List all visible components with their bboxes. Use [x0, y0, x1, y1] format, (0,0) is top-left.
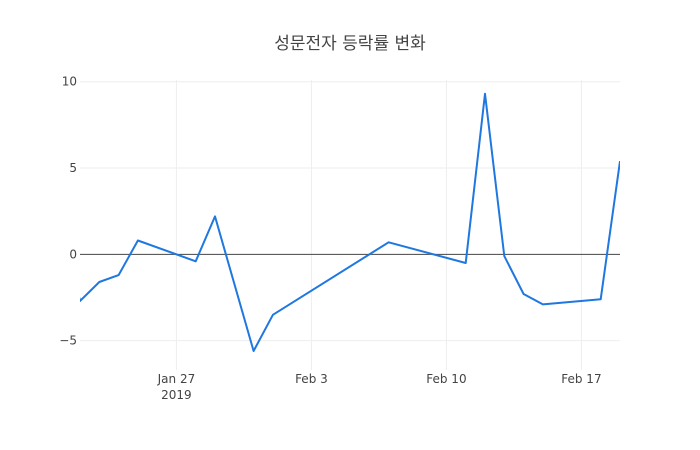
y-tick-label: 5	[69, 161, 77, 175]
y-tick-label: −5	[59, 334, 77, 348]
y-tick-label: 10	[62, 75, 77, 89]
series-line	[80, 92, 620, 352]
y-tick-label: 0	[69, 247, 77, 261]
series-layer	[80, 92, 620, 352]
chart-title: 성문전자 등락률 변화	[274, 34, 426, 54]
x-axis: Jan 27 2019 Feb 3 Feb 10 Feb 17	[157, 372, 602, 402]
grid	[80, 80, 620, 370]
x-tick-label: Feb 10	[426, 372, 466, 386]
y-axis: 10 5 0 −5	[59, 75, 77, 348]
x-tick-label: Feb 17	[561, 372, 601, 386]
x-tick-label: Jan 27	[157, 372, 196, 386]
x-tick-label: Feb 3	[295, 372, 328, 386]
x-tick-sublabel: 2019	[161, 388, 192, 402]
